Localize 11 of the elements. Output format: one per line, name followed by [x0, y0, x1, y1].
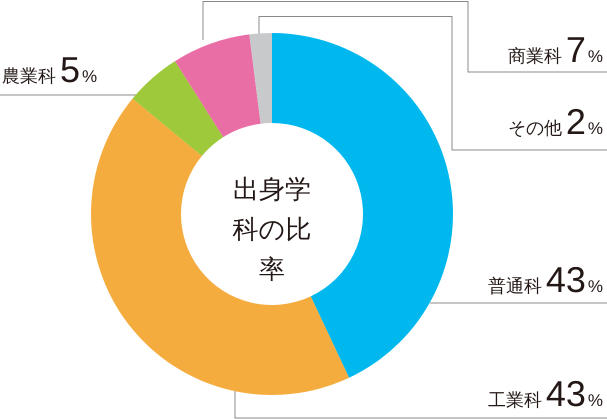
data-label: 43%	[546, 259, 603, 300]
data-label: 7%	[566, 29, 603, 70]
slice-label: 商業科	[508, 46, 562, 66]
data-label: 43%	[546, 373, 603, 414]
text: 出身学科の比率	[232, 174, 312, 287]
slice-label: 農業科	[2, 66, 56, 86]
slice-label: 工業科	[488, 390, 542, 410]
data-label: 2%	[566, 101, 603, 142]
slice-label: 普通科	[488, 276, 542, 296]
slice-label: その他	[508, 118, 562, 138]
data-label: 5%	[60, 49, 98, 90]
